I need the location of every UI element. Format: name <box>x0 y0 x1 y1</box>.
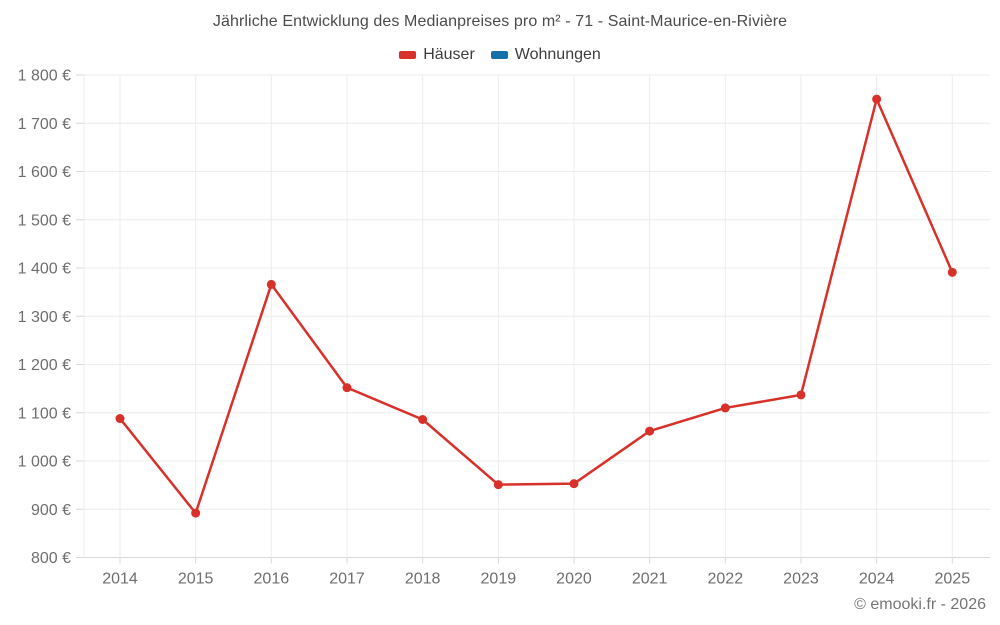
data-point <box>569 479 579 489</box>
copyright-footer: © emooki.fr - 2026 <box>854 596 986 613</box>
x-tick-label: 2020 <box>556 571 592 588</box>
y-tick-label: 1 000 € <box>18 454 71 471</box>
data-point <box>418 415 428 425</box>
x-tick-label: 2015 <box>178 571 214 588</box>
x-tick-label: 2017 <box>329 571 365 588</box>
y-tick-label: 1 300 € <box>18 309 71 326</box>
chart-title: Jährliche Entwicklung des Medianpreises … <box>212 13 788 30</box>
x-tick-label: 2021 <box>632 571 668 588</box>
y-tick-label: 1 200 € <box>18 357 71 374</box>
wohnungen-series-swatch-icon <box>490 51 508 59</box>
legend-item-wohnungen[interactable]: Wohnungen <box>490 46 601 64</box>
legend: Häuser Wohnungen <box>0 44 1000 66</box>
y-tick-label: 900 € <box>31 502 71 519</box>
data-point <box>115 414 125 424</box>
x-tick-label: 2018 <box>405 571 441 588</box>
y-tick-label: 1 500 € <box>18 212 71 229</box>
data-point <box>796 390 806 400</box>
series-line-Häuser <box>118 97 954 515</box>
x-tick-label: 2016 <box>254 571 290 588</box>
x-tick-label: 2023 <box>783 571 819 588</box>
legend-label-haeuser: Häuser <box>423 46 475 63</box>
data-point <box>342 383 352 393</box>
x-tick-label: 2014 <box>102 571 138 588</box>
y-tick-label: 1 800 € <box>18 68 71 85</box>
x-tick-label: 2024 <box>859 571 895 588</box>
y-tick-label: 1 100 € <box>18 405 71 422</box>
haeuser-series-swatch-icon <box>399 51 417 59</box>
x-tick-label: 2022 <box>708 571 744 588</box>
data-point <box>191 508 201 518</box>
legend-item-haeuser[interactable]: Häuser <box>399 46 475 64</box>
data-point <box>947 267 957 277</box>
y-tick-label: 800 € <box>31 550 71 567</box>
y-tick-label: 1 400 € <box>18 261 71 278</box>
y-tick-label: 1 700 € <box>18 116 71 133</box>
x-tick-label: 2019 <box>481 571 517 588</box>
data-point <box>645 426 655 436</box>
data-point <box>872 94 882 104</box>
data-point <box>266 279 276 289</box>
x-tick-label: 2025 <box>935 571 971 588</box>
data-point <box>720 403 730 413</box>
y-tick-label: 1 600 € <box>18 164 71 181</box>
data-point <box>493 480 503 490</box>
legend-label-wohnungen: Wohnungen <box>514 46 601 63</box>
